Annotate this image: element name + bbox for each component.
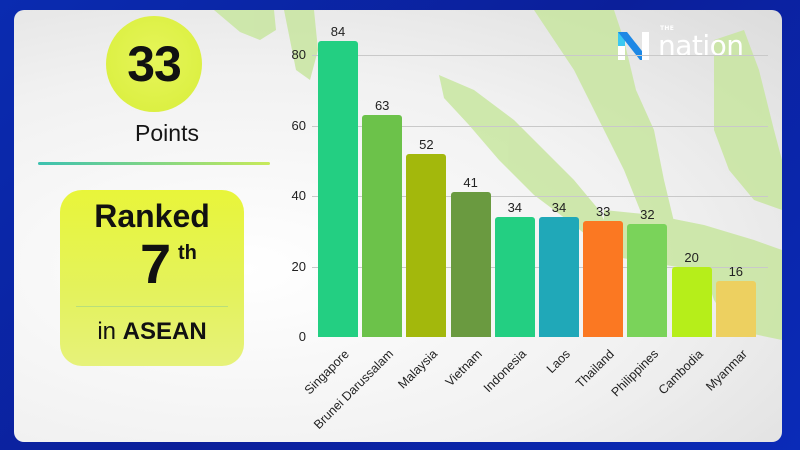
bar-value-label: 63 bbox=[374, 97, 390, 113]
x-axis-label: Cambodia bbox=[655, 347, 706, 398]
infographic-card: THE nation 33 Points Ranked 7 th in ASEA… bbox=[14, 10, 782, 442]
x-axis-label: Myanmar bbox=[703, 346, 750, 394]
bar-brunei-darussalam bbox=[362, 114, 403, 337]
rank-divider bbox=[76, 306, 228, 307]
bar-value-label: 34 bbox=[507, 200, 523, 216]
bar-myanmar bbox=[715, 280, 756, 337]
the-nation-logo: THE nation bbox=[618, 26, 744, 62]
y-tick-label: 20 bbox=[291, 258, 306, 274]
bar-chart: 0 20 40 60 80 84 Singapore 63 Brunei Darussalam 5… bbox=[14, 10, 782, 442]
rank-region-label: in ASEAN bbox=[60, 318, 244, 346]
x-axis-label: Malaysia bbox=[395, 346, 441, 392]
rank-region: ASEAN bbox=[122, 318, 207, 345]
bar-value-label: 41 bbox=[463, 175, 478, 191]
score-label: Points bbox=[135, 120, 199, 146]
nation-n-icon bbox=[618, 32, 649, 60]
bar-singapore bbox=[318, 40, 358, 337]
y-tick-label: 40 bbox=[291, 188, 306, 203]
bar-thailand bbox=[583, 220, 624, 337]
x-axis-label: Laos bbox=[543, 346, 573, 376]
bar-philippines bbox=[627, 224, 668, 337]
bar-value-label: 84 bbox=[330, 23, 346, 39]
y-tick-label: 60 bbox=[291, 117, 306, 133]
x-axis-label: Philippines bbox=[608, 346, 662, 400]
logo-prefix: THE bbox=[660, 25, 675, 32]
rank-prefix: in bbox=[97, 318, 116, 345]
bar-value-label: 52 bbox=[419, 136, 434, 152]
gridline bbox=[312, 196, 768, 197]
y-tick-label: 0 bbox=[298, 329, 306, 344]
logo-wordmark: nation bbox=[658, 29, 744, 62]
rank-heading: Ranked bbox=[94, 198, 210, 234]
bar-malaysia bbox=[406, 153, 447, 337]
gridline bbox=[312, 125, 768, 127]
bar-value-label: 32 bbox=[640, 207, 655, 223]
bar-value-label: 16 bbox=[728, 263, 744, 279]
bar-laos bbox=[539, 217, 579, 337]
bar-cambodia bbox=[671, 266, 712, 337]
score-badge: 33 bbox=[106, 16, 202, 112]
rank-panel: Ranked 7 th in ASEAN bbox=[60, 190, 244, 366]
x-axis-label: Indonesia bbox=[480, 346, 529, 396]
x-axis-label: Brunei Darussalam bbox=[311, 346, 397, 432]
bar-indonesia bbox=[494, 217, 535, 337]
bar-vietnam bbox=[450, 192, 491, 337]
rank-number: 7 bbox=[140, 232, 172, 295]
bar-value-label: 34 bbox=[551, 200, 567, 216]
score-value: 33 bbox=[127, 36, 182, 92]
gridline bbox=[312, 55, 768, 56]
section-divider bbox=[38, 162, 270, 165]
rank-ordinal-suffix: th bbox=[178, 242, 197, 264]
bar-value-label: 20 bbox=[684, 249, 699, 265]
bar-value-label: 33 bbox=[595, 203, 611, 219]
x-axis-label: Vietnam bbox=[442, 347, 485, 390]
x-axis-label: Thailand bbox=[573, 347, 618, 391]
y-tick-label: 80 bbox=[291, 47, 306, 62]
